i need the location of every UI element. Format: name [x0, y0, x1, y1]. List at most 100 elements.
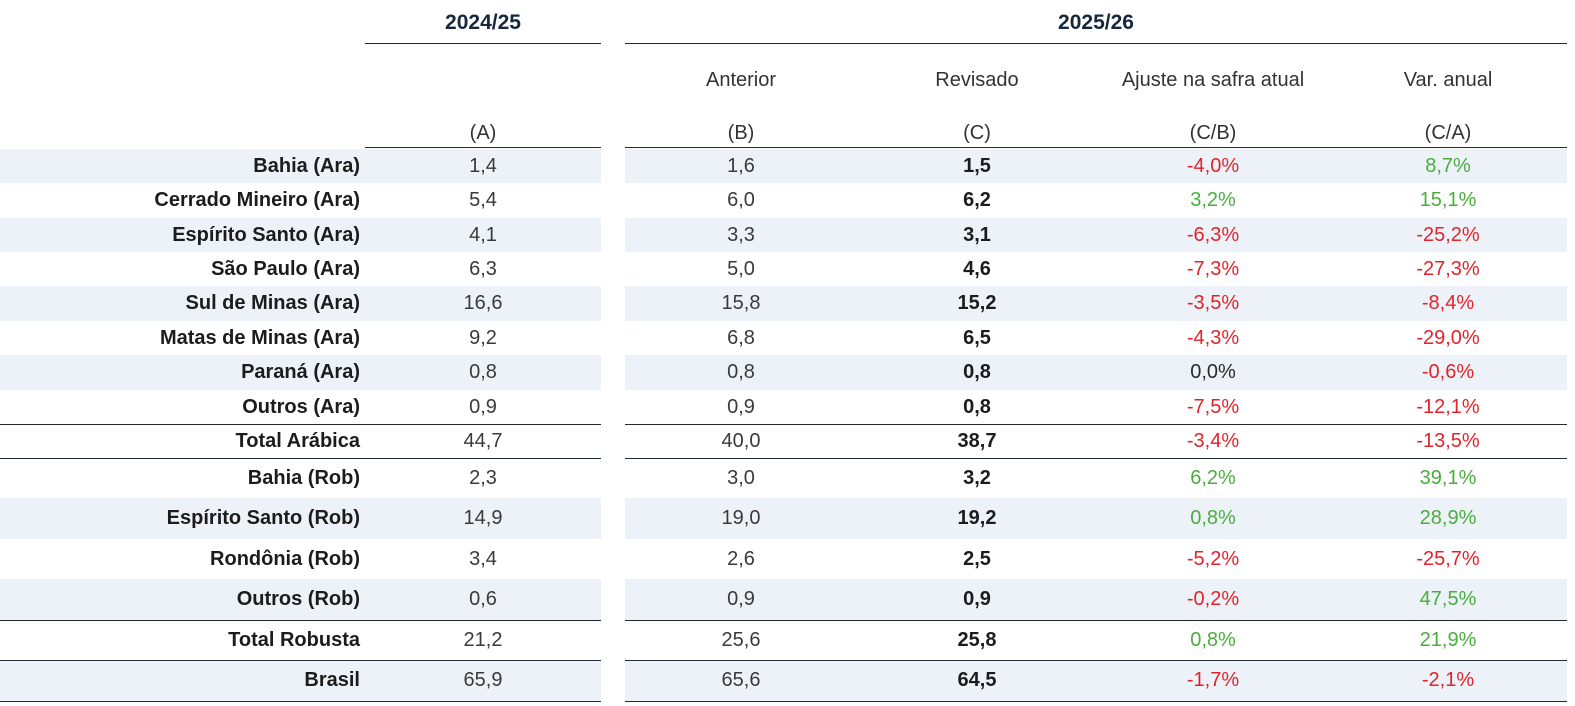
value-var-anual: -13,5%	[1416, 429, 1480, 452]
value-ajuste: -4,3%	[1186, 326, 1240, 349]
table-row: Brasil 65,9 65,6 64,5 -1,7% -2,1%	[0, 660, 1575, 701]
value-anterior: 2,6	[727, 547, 755, 570]
value-revisado: 38,7	[957, 429, 997, 452]
value-ajuste: -0,2%	[1186, 588, 1240, 610]
code-b: (B)	[727, 122, 755, 144]
value-revisado: 64,5	[957, 669, 997, 691]
separator-brasil-bottom	[0, 701, 601, 702]
row-label: São Paulo (Ara)	[211, 257, 360, 280]
value-var-anual: 28,9%	[1419, 507, 1477, 529]
table-row: Rondônia (Rob) 3,4 2,6 2,5 -5,2% -25,7%	[0, 539, 1575, 579]
row-label: Matas de Minas (Ara)	[159, 326, 360, 349]
value-anterior: 0,8	[727, 361, 755, 383]
value-anterior: 25,6	[721, 628, 761, 651]
value-var-anual: 39,1%	[1419, 466, 1477, 489]
value-revisado: 19,2	[957, 507, 997, 529]
row-label: Bahia (Ara)	[253, 154, 360, 177]
value-var-anual: -12,1%	[1416, 395, 1480, 418]
value-2024: 65,9	[463, 669, 503, 691]
value-2024: 1,4	[469, 154, 497, 177]
table-row: Total Robusta 21,2 25,6 25,8 0,8% 21,9%	[0, 620, 1575, 660]
separator-total-robusta-top-2	[625, 620, 1567, 621]
row-stripe	[0, 218, 601, 252]
separator-brasil-top	[0, 660, 601, 661]
value-var-anual: -8,4%	[1421, 292, 1475, 314]
row-label: Rondônia (Rob)	[210, 547, 360, 570]
value-anterior: 15,8	[721, 292, 761, 314]
value-ajuste: -7,5%	[1186, 395, 1240, 418]
table-row: Espírito Santo (Rob) 14,9 19,0 19,2 0,8% 28,9…	[0, 498, 1575, 539]
subheader-var-anual: Var. anual	[1403, 69, 1493, 91]
code-underline-2024	[365, 147, 601, 148]
row-label: Outros (Ara)	[242, 395, 360, 418]
value-revisado: 3,1	[963, 223, 991, 246]
table-row: São Paulo (Ara) 6,3 5,0 4,6 -7,3% -27,3%	[0, 252, 1575, 286]
separator-brasil-bottom-2	[625, 701, 1567, 702]
value-var-anual: 47,5%	[1419, 588, 1477, 610]
value-ajuste: -1,7%	[1186, 669, 1240, 691]
table-row: Espírito Santo (Ara) 4,1 3,3 3,1 -6,3% -25,2%	[0, 218, 1575, 252]
value-2024: 2,3	[469, 466, 497, 489]
row-stripe	[625, 579, 1567, 620]
value-anterior: 0,9	[727, 588, 755, 610]
row-label: Total Arábica	[235, 429, 360, 452]
value-2024: 14,9	[463, 507, 503, 529]
code-ca: (C/A)	[1424, 122, 1472, 144]
value-revisado: 4,6	[963, 257, 991, 280]
value-revisado: 15,2	[957, 292, 997, 314]
value-anterior: 19,0	[721, 507, 761, 529]
value-2024: 5,4	[469, 189, 497, 211]
value-ajuste: -7,3%	[1186, 257, 1240, 280]
value-var-anual: -29,0%	[1416, 326, 1480, 349]
separator-total-arabica-top	[0, 424, 601, 425]
value-revisado: 1,5	[963, 154, 991, 177]
row-stripe	[0, 286, 601, 321]
separator-total-arabica-bottom-2	[625, 458, 1567, 459]
value-2024: 6,3	[469, 257, 497, 280]
separator-total-arabica-bottom	[0, 458, 601, 459]
row-stripe	[625, 355, 1567, 390]
value-anterior: 3,3	[727, 223, 755, 246]
subheader-revisado: Revisado	[935, 69, 1019, 91]
row-stripe	[0, 660, 601, 701]
table-row: Cerrado Mineiro (Ara) 5,4 6,0 6,2 3,2% 15,1%	[0, 183, 1575, 218]
row-label: Cerrado Mineiro (Ara)	[154, 189, 360, 211]
table-row: Bahia (Ara) 1,4 1,6 1,5 -4,0% 8,7%	[0, 149, 1575, 183]
row-stripe	[625, 286, 1567, 321]
row-stripe	[625, 218, 1567, 252]
subheader-anterior: Anterior	[705, 69, 777, 91]
header-2024-25: 2024/25	[445, 11, 521, 34]
row-label: Bahia (Rob)	[247, 466, 360, 489]
header-underline-2024	[365, 43, 601, 44]
table-row: Paraná (Ara) 0,8 0,8 0,8 0,0% -0,6%	[0, 355, 1575, 390]
value-revisado: 0,8	[963, 361, 991, 383]
table-row: Outros (Ara) 0,9 0,9 0,8 -7,5% -12,1%	[0, 390, 1575, 424]
row-stripe	[625, 149, 1567, 183]
row-label: Outros (Rob)	[236, 588, 360, 610]
value-revisado: 6,2	[963, 189, 991, 211]
value-ajuste: -3,5%	[1186, 292, 1240, 314]
value-revisado: 0,8	[963, 395, 991, 418]
value-2024: 0,8	[469, 361, 497, 383]
value-var-anual: 8,7%	[1425, 154, 1471, 177]
row-stripe	[0, 355, 601, 390]
table-row: Outros (Rob) 0,6 0,9 0,9 -0,2% 47,5%	[0, 579, 1575, 620]
row-stripe	[0, 498, 601, 539]
row-stripe	[0, 149, 601, 183]
row-stripe	[625, 660, 1567, 701]
table-row: Matas de Minas (Ara) 9,2 6,8 6,5 -4,3% -29,0%	[0, 321, 1575, 355]
value-2024: 3,4	[469, 547, 497, 570]
separator-brasil-top-2	[625, 660, 1567, 661]
row-stripe	[0, 579, 601, 620]
value-revisado: 2,5	[963, 547, 991, 570]
value-revisado: 3,2	[963, 466, 991, 489]
value-anterior: 6,0	[727, 189, 755, 211]
code-c: (C)	[963, 122, 991, 144]
code-cb: (C/B)	[1189, 122, 1237, 144]
value-anterior: 5,0	[727, 257, 755, 280]
subheader-ajuste: Ajuste na safra atual	[1121, 69, 1305, 91]
row-label: Total Robusta	[228, 628, 360, 651]
value-var-anual: -25,7%	[1416, 547, 1480, 570]
row-label: Paraná (Ara)	[241, 361, 360, 383]
value-anterior: 1,6	[727, 154, 755, 177]
